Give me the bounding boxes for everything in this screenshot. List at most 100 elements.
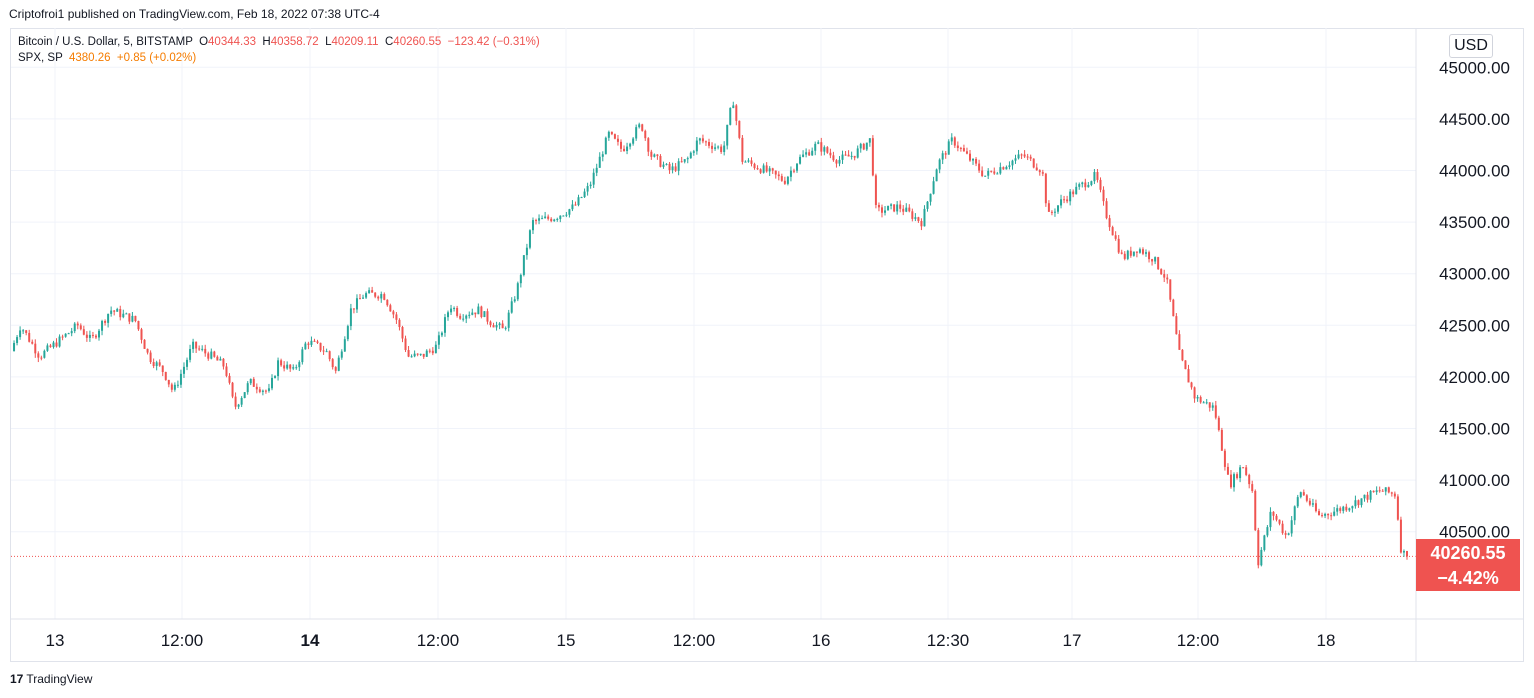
candle bbox=[1181, 349, 1184, 362]
currency-button[interactable]: USD bbox=[1449, 34, 1493, 58]
candle bbox=[398, 318, 401, 331]
candle-body bbox=[243, 392, 246, 399]
candle-body bbox=[237, 404, 240, 407]
candle-body bbox=[1366, 494, 1369, 500]
candle-body bbox=[850, 155, 853, 157]
candle bbox=[1245, 464, 1248, 477]
legend-spx-row[interactable]: SPX, SP 4380.26 +0.85 (+0.02%) bbox=[18, 50, 540, 66]
candle-body bbox=[947, 141, 950, 155]
candle bbox=[829, 148, 832, 159]
candle-body bbox=[334, 367, 337, 371]
candle bbox=[319, 342, 322, 353]
candle-body bbox=[610, 131, 613, 135]
candle bbox=[853, 155, 856, 161]
candle-body bbox=[122, 313, 125, 318]
candle-body bbox=[88, 334, 91, 338]
candle-body bbox=[644, 130, 647, 139]
candle bbox=[1399, 516, 1402, 554]
candle-body bbox=[1251, 484, 1254, 491]
candle-body bbox=[465, 315, 468, 319]
candle-body bbox=[1114, 235, 1117, 239]
candle bbox=[1066, 195, 1069, 204]
candle bbox=[55, 338, 58, 348]
candle-body bbox=[98, 330, 101, 338]
candle-body bbox=[1327, 513, 1330, 516]
legend-spx-change: +0.85 (+0.02%) bbox=[116, 52, 197, 64]
candle-body bbox=[1181, 349, 1184, 361]
candle-body bbox=[1041, 172, 1044, 174]
candle-body bbox=[993, 171, 996, 174]
candle-body bbox=[616, 138, 619, 142]
candle bbox=[343, 336, 346, 352]
candle-body bbox=[1017, 154, 1020, 159]
candle-body bbox=[753, 163, 756, 169]
chart-frame[interactable] bbox=[10, 28, 1524, 662]
legend-btc-row[interactable]: Bitcoin / U.S. Dollar, 5, BITSTAMP O4034… bbox=[18, 34, 540, 50]
candle bbox=[222, 357, 225, 370]
candle bbox=[1184, 360, 1187, 370]
candle bbox=[799, 154, 802, 165]
candle bbox=[704, 140, 707, 146]
candle-body bbox=[990, 170, 993, 172]
candle bbox=[465, 314, 468, 324]
candle-body bbox=[73, 323, 76, 332]
candle-body bbox=[1381, 490, 1384, 492]
candle-body bbox=[355, 298, 358, 310]
candle-body bbox=[456, 307, 459, 316]
candle-body bbox=[1396, 496, 1399, 520]
candle-body bbox=[1057, 205, 1059, 212]
footer-brand[interactable]: 17 TradingView bbox=[10, 672, 92, 686]
candle-body bbox=[362, 297, 365, 299]
candle bbox=[447, 310, 450, 321]
candle-body bbox=[598, 156, 601, 168]
candle bbox=[1342, 505, 1345, 514]
candle-body bbox=[783, 180, 786, 184]
candle bbox=[513, 296, 516, 303]
candle-body bbox=[559, 215, 562, 219]
candle bbox=[104, 319, 107, 326]
candle-body bbox=[1145, 252, 1148, 254]
candle bbox=[723, 141, 726, 156]
candle-body bbox=[258, 389, 261, 392]
candle bbox=[1402, 549, 1405, 557]
candle bbox=[1187, 364, 1190, 383]
candle-body bbox=[1069, 191, 1072, 202]
candle bbox=[40, 355, 43, 361]
candle bbox=[817, 140, 820, 145]
candle bbox=[677, 158, 680, 176]
candle bbox=[750, 157, 753, 167]
candle-body bbox=[140, 329, 143, 340]
candle bbox=[574, 201, 577, 206]
candle-body bbox=[419, 353, 422, 355]
candle-body bbox=[16, 337, 19, 343]
candle-body bbox=[31, 341, 34, 344]
candle-body bbox=[871, 138, 874, 176]
candle-body bbox=[1275, 515, 1278, 520]
candle bbox=[1393, 491, 1396, 499]
candle bbox=[1102, 186, 1105, 206]
candle bbox=[956, 141, 959, 152]
candle bbox=[984, 175, 987, 177]
candle bbox=[893, 204, 896, 213]
candle bbox=[1226, 463, 1229, 475]
candle-body bbox=[52, 342, 55, 348]
candle-body bbox=[999, 167, 1002, 174]
candle bbox=[884, 206, 887, 216]
candle-body bbox=[738, 120, 741, 138]
candle bbox=[1366, 491, 1369, 503]
candle bbox=[747, 158, 750, 163]
candle bbox=[25, 329, 28, 336]
candle-body bbox=[1002, 167, 1005, 170]
candle-body bbox=[619, 141, 622, 149]
candle-body bbox=[110, 310, 113, 314]
candle-body bbox=[492, 325, 495, 328]
candle bbox=[346, 324, 349, 342]
candle bbox=[1351, 505, 1354, 513]
candle-body bbox=[929, 193, 932, 202]
candle bbox=[1287, 532, 1290, 536]
candle bbox=[525, 243, 528, 260]
candle-body bbox=[1384, 487, 1387, 492]
candle bbox=[1293, 505, 1296, 525]
candle-body bbox=[91, 334, 94, 336]
